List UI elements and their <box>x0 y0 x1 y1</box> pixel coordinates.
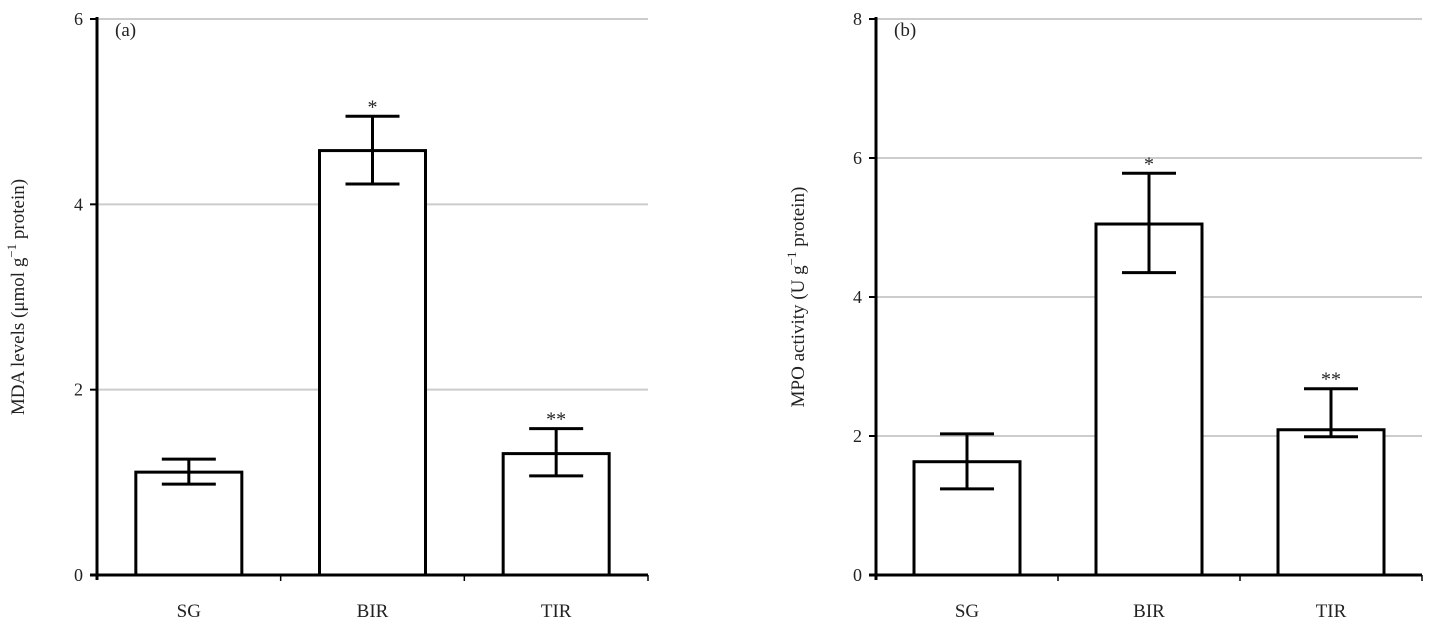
y-axis-label-tail: protein) <box>788 187 809 252</box>
significance-marker: * <box>368 96 378 118</box>
y-axis-label-main: MPO activity (U g <box>788 265 809 407</box>
chart-panel-a: 0 2 4 6 MDA levels (μmol g−1 protein) (a) SG * B… <box>4 9 649 622</box>
y-axis-label-superscript: −1 <box>4 244 19 258</box>
y-tick-label: 0 <box>853 565 862 585</box>
y-tick-label: 4 <box>74 194 83 214</box>
y-axis-label: MPO activity (U g−1 protein) <box>784 187 809 408</box>
y-tick-label: 2 <box>74 380 83 400</box>
bar-bir <box>318 149 427 577</box>
bar-bir <box>1094 222 1204 577</box>
chart-panel-b: 0 2 4 6 8 MPO activity (U g−1 protein) (b) SG * B… <box>784 9 1423 622</box>
x-tick-label: BIR <box>357 601 389 622</box>
panel-label: (b) <box>894 20 916 41</box>
x-tick-label: SG <box>955 601 980 622</box>
y-tick-label: 0 <box>74 565 83 585</box>
y-axis-label-superscript: −1 <box>784 252 799 266</box>
panel-label: (a) <box>115 20 136 41</box>
x-tick-label: TIR <box>1316 601 1347 622</box>
bar-sg <box>134 470 244 577</box>
x-tick-label: BIR <box>1133 601 1165 622</box>
y-tick-label: 2 <box>853 426 862 446</box>
y-axis-label: MDA levels (μmol g−1 protein) <box>4 179 29 415</box>
significance-marker: * <box>1144 153 1154 175</box>
y-axis-label-main: MDA levels (μmol g <box>8 257 29 415</box>
y-tick-label: 6 <box>74 9 83 29</box>
significance-marker: ** <box>546 409 566 431</box>
bar-tir <box>1276 428 1386 577</box>
x-tick-label: TIR <box>541 601 572 622</box>
y-axis-label-tail: protein) <box>8 179 29 244</box>
y-tick-label: 4 <box>853 287 862 307</box>
x-tick-label: SG <box>177 601 202 622</box>
significance-marker: ** <box>1321 369 1341 391</box>
y-tick-label: 8 <box>853 9 862 29</box>
y-tick-label: 6 <box>853 148 862 168</box>
